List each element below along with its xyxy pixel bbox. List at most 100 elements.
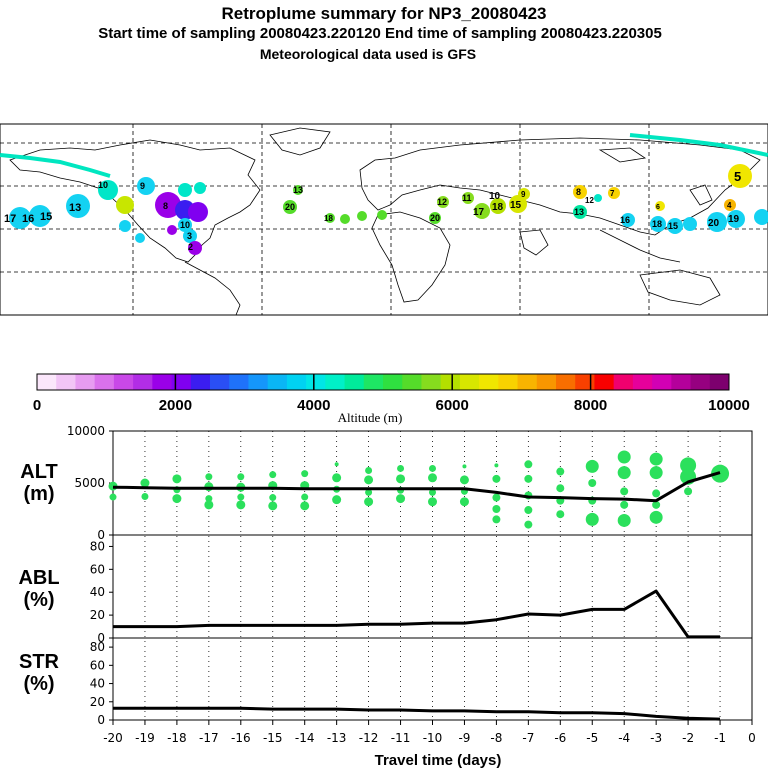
y-tick-label: 0 [97, 631, 105, 645]
colorbar-swatch [306, 374, 326, 390]
alt-point [237, 473, 245, 481]
alt-point [588, 479, 597, 487]
map-cluster [188, 241, 202, 255]
x-gridlines [112, 431, 753, 725]
alt-point [204, 500, 214, 510]
map-label: 20 [285, 202, 295, 212]
map-cluster [98, 180, 118, 200]
colorbar-swatch [248, 374, 269, 390]
colorbar-swatch [632, 374, 653, 390]
y-tick-label: 40 [90, 585, 105, 599]
map-label: 5 [734, 169, 741, 184]
y-tick-label: 60 [90, 562, 105, 576]
colorbar-swatch [286, 374, 307, 390]
map-cluster [474, 203, 490, 219]
alt-point [459, 475, 469, 485]
colorbar-swatch [210, 374, 230, 390]
map-label: 16 [620, 215, 630, 225]
colorbar-swatch [613, 374, 634, 390]
abl-unit: (%) [23, 589, 54, 611]
map-cluster [728, 164, 752, 188]
x-tick-label: -8 [490, 731, 502, 745]
map-cluster [116, 196, 134, 214]
colorbar-swatch [56, 374, 76, 390]
map-label: 15 [668, 221, 678, 231]
colorbar-swatch [709, 374, 730, 390]
map-label: 8 [163, 201, 168, 211]
x-tick-label: -10 [423, 731, 443, 745]
colorbar-swatch [113, 374, 134, 390]
alt-point [585, 512, 599, 526]
map-cluster [754, 209, 768, 225]
map-label: 10 [489, 191, 501, 202]
map-cluster [683, 217, 697, 231]
map-label: 10 [98, 180, 108, 190]
map-cluster [724, 199, 736, 211]
x-axis-title: Travel time (days) [375, 752, 502, 768]
map-cluster [429, 212, 441, 224]
map-cluster [137, 177, 155, 195]
alt-line [112, 471, 721, 503]
alt-point [364, 497, 374, 507]
x-tick-label: 0 [748, 731, 756, 745]
alt-point [269, 494, 277, 502]
map-cluster [377, 210, 387, 220]
x-tick-label: -1 [714, 731, 726, 745]
x-tick-label: -6 [554, 731, 566, 745]
y-tick-label: 80 [90, 640, 105, 654]
colorbar-swatch [344, 374, 365, 390]
world-map: 17 16 15 13 10 9 8 10 3 2 20 13 18 20 12… [0, 123, 768, 316]
map-cluster [340, 214, 350, 224]
map-cluster [357, 211, 367, 221]
y-tick-label: 20 [90, 608, 105, 622]
colorbar-frame [36, 373, 730, 391]
map-label: 17 [4, 213, 16, 225]
map-cluster [655, 201, 665, 211]
colorbar-swatch [498, 374, 519, 390]
alt-point [237, 493, 245, 501]
map-label: 2 [188, 242, 193, 252]
alt-point [492, 474, 501, 483]
y-tick-label: 0 [97, 528, 105, 542]
sampling-times: Start time of sampling 20080423.220120 E… [98, 25, 662, 42]
plume-trajectory [0, 133, 768, 178]
alt-point [205, 495, 213, 503]
alt-point [585, 459, 599, 473]
map-label: 9 [140, 181, 145, 191]
trajectory-tail-west [0, 153, 111, 178]
map-cluster [608, 187, 620, 199]
colorbar-swatch [37, 374, 57, 390]
colorbar-swatch [517, 374, 538, 390]
x-tick-label: -16 [231, 731, 251, 745]
y-gridlines [109, 430, 113, 721]
map-cluster [155, 192, 181, 218]
trajectory-tail-east [629, 133, 768, 157]
map-label: 12 [437, 197, 447, 207]
alt-point [652, 500, 661, 509]
x-tick-labels: -20 -19 -18 -17 -16 -15 -14 -13 -12 -11 -10 -9 -8 -7-… [103, 731, 756, 745]
alt-point [301, 470, 309, 478]
y-tick-label: 40 [90, 677, 105, 691]
alt-point [429, 488, 436, 496]
map-cluster [573, 185, 587, 199]
map-label: 4 [727, 201, 732, 210]
alt-point [524, 460, 533, 469]
alt-point [140, 478, 150, 488]
abl-label: ABL [18, 567, 59, 589]
alt-point [556, 467, 565, 476]
alt-point [556, 510, 565, 519]
map-label: 10 [180, 220, 190, 230]
alt-point [396, 494, 406, 504]
series-lines [112, 471, 721, 721]
map-cluster [283, 200, 297, 214]
map-label: 9 [521, 190, 526, 199]
alt-point [365, 488, 373, 496]
colorbar-swatch [575, 374, 595, 390]
map-cluster [518, 188, 530, 200]
colorbar-swatch [229, 374, 249, 390]
map-label: 20 [708, 218, 720, 229]
alt-point [109, 493, 117, 501]
map-cluster [167, 225, 177, 235]
map-cluster [293, 185, 303, 195]
